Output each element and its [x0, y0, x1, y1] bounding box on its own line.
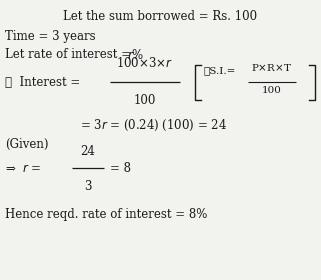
Text: 100$\times$3$\times r$: 100$\times$3$\times r$ [117, 56, 174, 70]
Text: 24: 24 [81, 145, 95, 158]
Text: $r$%: $r$% [127, 48, 144, 62]
Text: = 8: = 8 [110, 162, 131, 174]
Text: (Given): (Given) [5, 138, 48, 151]
Text: Hence reqd. rate of interest = 8%: Hence reqd. rate of interest = 8% [5, 208, 207, 221]
Text: P$\times$R$\times$T: P$\times$R$\times$T [251, 62, 292, 73]
Text: 100: 100 [134, 94, 156, 107]
Text: = 3$r$ = (0.24) (100) = 24: = 3$r$ = (0.24) (100) = 24 [80, 118, 227, 133]
Text: ⇒  $r$ =: ⇒ $r$ = [5, 162, 41, 174]
Text: 3: 3 [84, 180, 92, 193]
Text: ∴  Interest =: ∴ Interest = [5, 76, 80, 88]
Text: Time = 3 years: Time = 3 years [5, 30, 96, 43]
Text: Let rate of interest =: Let rate of interest = [5, 48, 135, 61]
Text: ∵S.I.=: ∵S.I.= [203, 66, 235, 75]
Text: 100: 100 [262, 86, 282, 95]
Text: Let the sum borrowed = Rs. 100: Let the sum borrowed = Rs. 100 [63, 10, 257, 23]
